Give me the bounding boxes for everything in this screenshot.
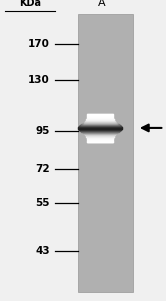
Bar: [78, 14, 133, 292]
Text: 170: 170: [28, 39, 50, 49]
Text: 55: 55: [35, 198, 50, 208]
Text: KDa: KDa: [19, 0, 41, 8]
Text: 72: 72: [35, 163, 50, 174]
Text: 130: 130: [28, 75, 50, 85]
Text: 43: 43: [35, 246, 50, 256]
Text: 95: 95: [35, 126, 50, 136]
Text: A: A: [98, 0, 106, 8]
